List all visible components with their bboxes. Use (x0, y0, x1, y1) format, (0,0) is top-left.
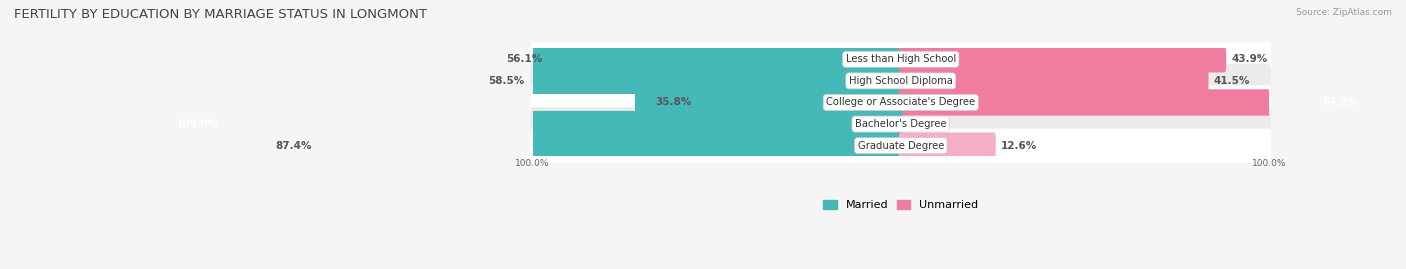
FancyBboxPatch shape (898, 46, 1226, 72)
FancyBboxPatch shape (530, 64, 1271, 98)
FancyBboxPatch shape (898, 89, 1375, 116)
FancyBboxPatch shape (530, 42, 1271, 76)
FancyBboxPatch shape (485, 46, 903, 72)
Text: 41.5%: 41.5% (1213, 76, 1250, 86)
Text: 43.9%: 43.9% (1232, 54, 1268, 64)
Text: Less than High School: Less than High School (845, 54, 956, 64)
Text: College or Associate's Degree: College or Associate's Degree (827, 97, 976, 107)
FancyBboxPatch shape (530, 107, 1271, 141)
FancyBboxPatch shape (530, 85, 1271, 119)
FancyBboxPatch shape (468, 68, 903, 94)
Text: 56.1%: 56.1% (506, 54, 543, 64)
Text: 100.0%: 100.0% (176, 119, 219, 129)
Text: Graduate Degree: Graduate Degree (858, 141, 943, 151)
Legend: Married, Unmarried: Married, Unmarried (824, 200, 979, 210)
FancyBboxPatch shape (898, 133, 995, 159)
Text: 12.6%: 12.6% (1001, 141, 1038, 151)
FancyBboxPatch shape (530, 129, 1271, 163)
FancyBboxPatch shape (254, 133, 903, 159)
Text: 35.8%: 35.8% (655, 97, 692, 107)
Text: 64.2%: 64.2% (1323, 97, 1358, 107)
Text: 87.4%: 87.4% (276, 141, 312, 151)
Text: FERTILITY BY EDUCATION BY MARRIAGE STATUS IN LONGMONT: FERTILITY BY EDUCATION BY MARRIAGE STATU… (14, 8, 427, 21)
Text: Bachelor's Degree: Bachelor's Degree (855, 119, 946, 129)
FancyBboxPatch shape (636, 89, 903, 116)
Text: High School Diploma: High School Diploma (849, 76, 953, 86)
Text: Source: ZipAtlas.com: Source: ZipAtlas.com (1296, 8, 1392, 17)
Text: 58.5%: 58.5% (488, 76, 524, 86)
FancyBboxPatch shape (162, 111, 903, 137)
FancyBboxPatch shape (898, 68, 1209, 94)
